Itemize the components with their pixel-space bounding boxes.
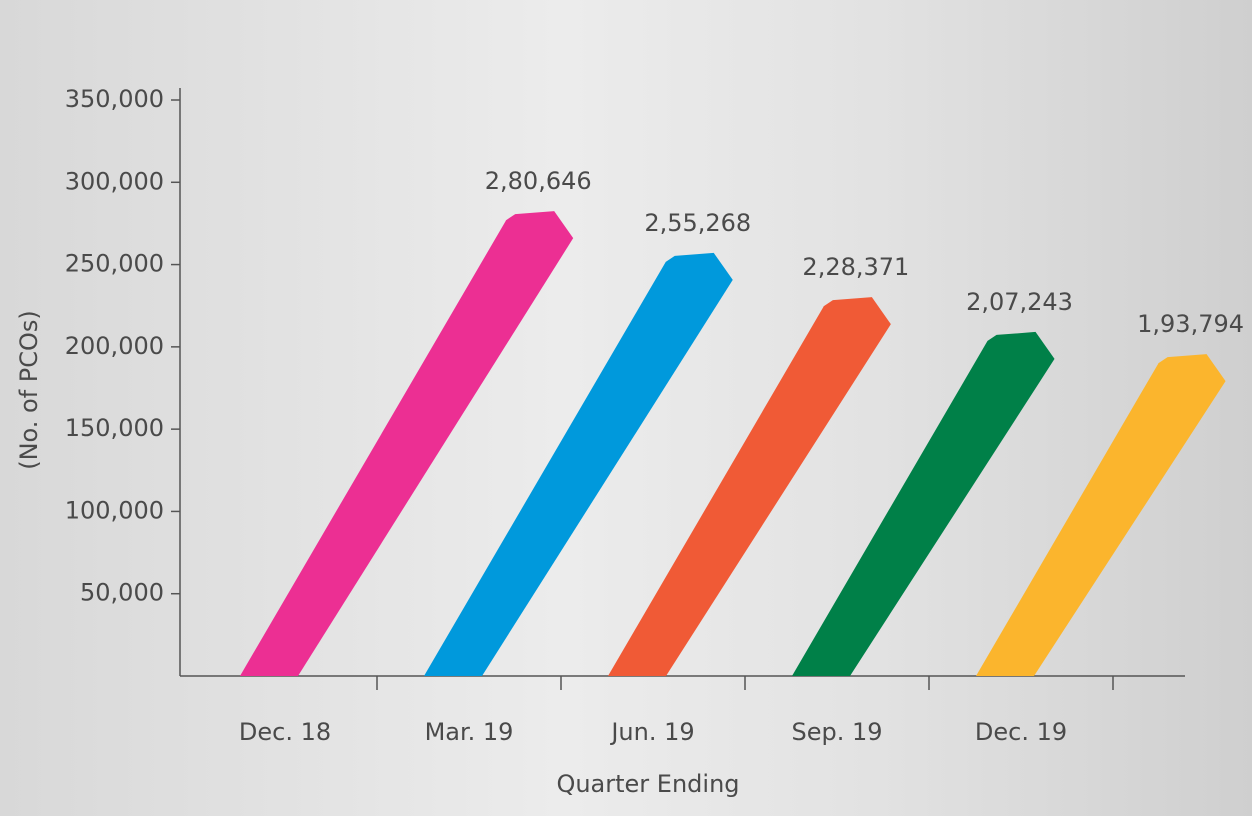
x-axis-title: Quarter Ending [556,770,739,798]
x-tick-label: Mar. 19 [425,718,514,746]
y-tick-label: 250,000 [65,250,164,278]
x-tick-label: Jun. 19 [609,718,694,746]
value-label: 2,80,646 [485,167,592,195]
y-tick-label: 350,000 [65,85,164,113]
value-label: 1,93,794 [1137,310,1244,338]
bar [240,211,574,676]
x-tick-label: Dec. 18 [239,718,331,746]
y-tick-label: 150,000 [65,414,164,442]
x-tick-label: Dec. 19 [975,718,1067,746]
y-tick-label: 200,000 [65,332,164,360]
x-tick-label: Sep. 19 [791,718,882,746]
bar [792,331,1055,676]
bar [608,297,891,676]
y-axis-title: (No. of PCOs) [15,310,43,470]
value-label: 2,28,371 [802,253,909,281]
y-tick-label: 50,000 [80,579,164,607]
bar [424,252,733,677]
bar [976,354,1226,676]
y-tick-label: 300,000 [65,167,164,195]
y-tick-label: 100,000 [65,496,164,524]
value-label: 2,55,268 [644,209,751,237]
value-label: 2,07,243 [966,288,1073,316]
